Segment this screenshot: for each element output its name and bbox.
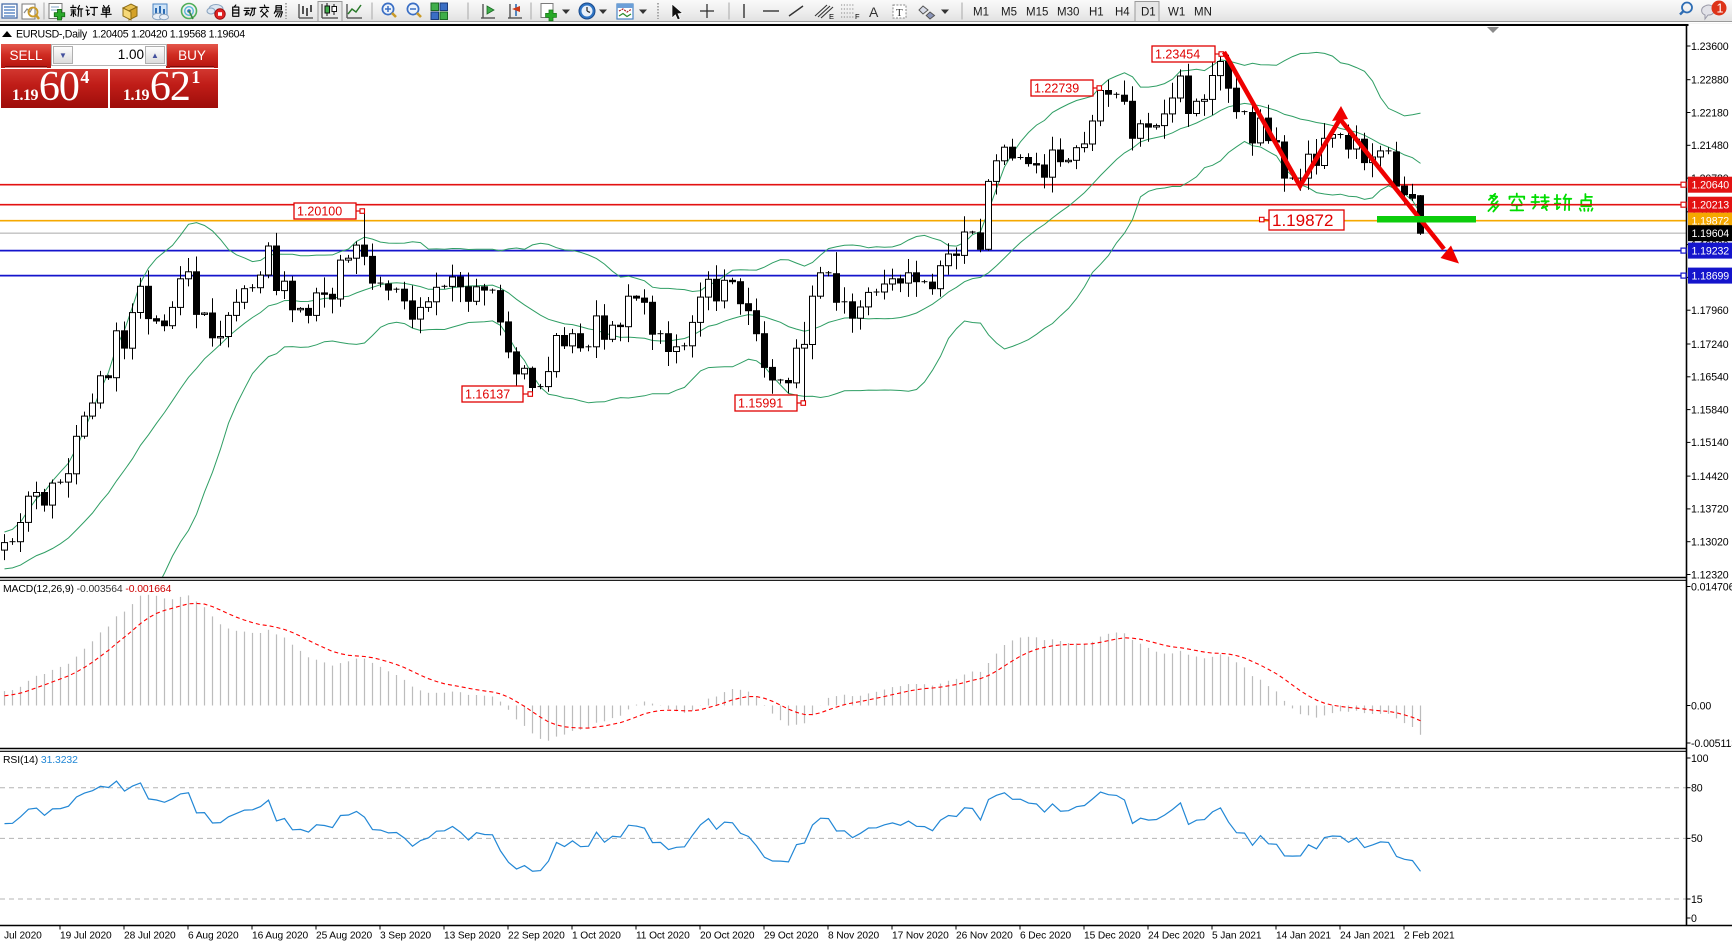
svg-text:8 Nov 2020: 8 Nov 2020: [828, 931, 880, 942]
svg-text:0.00: 0.00: [1691, 700, 1711, 712]
svg-text:13 Sep 2020: 13 Sep 2020: [444, 931, 501, 942]
svg-text:2 Feb 2021: 2 Feb 2021: [1404, 931, 1455, 942]
svg-text:-0.005113: -0.005113: [1691, 738, 1732, 750]
svg-text:H4: H4: [1115, 7, 1130, 19]
svg-text:11 Oct 2020: 11 Oct 2020: [636, 931, 690, 942]
svg-text:W1: W1: [1168, 7, 1185, 19]
svg-text:1.17240: 1.17240: [1691, 339, 1729, 351]
svg-text:A: A: [869, 4, 879, 20]
svg-text:1.22180: 1.22180: [1691, 107, 1729, 119]
svg-text:25 Aug 2020: 25 Aug 2020: [316, 931, 373, 942]
svg-text:80: 80: [1691, 783, 1703, 795]
svg-text:14 Jan 2021: 14 Jan 2021: [1276, 931, 1331, 942]
svg-text:1: 1: [1717, 2, 1724, 16]
svg-text:1.17960: 1.17960: [1691, 305, 1729, 317]
svg-text:1.19604: 1.19604: [1692, 228, 1730, 240]
svg-text:MN: MN: [1194, 7, 1212, 19]
svg-text:15: 15: [1691, 894, 1703, 906]
svg-text:M15: M15: [1026, 7, 1048, 19]
svg-text:19 Jul 2020: 19 Jul 2020: [60, 931, 112, 942]
svg-text:24 Dec 2020: 24 Dec 2020: [1148, 931, 1205, 942]
svg-text:1.19232: 1.19232: [1692, 246, 1730, 258]
svg-text:E: E: [829, 12, 834, 21]
svg-text:1.13720: 1.13720: [1691, 504, 1729, 516]
svg-text:1.16540: 1.16540: [1691, 372, 1729, 384]
svg-text:0: 0: [1691, 913, 1697, 925]
svg-text:1.20640: 1.20640: [1692, 180, 1730, 192]
svg-text:28 Jul 2020: 28 Jul 2020: [124, 931, 176, 942]
svg-text:0.014706: 0.014706: [1691, 581, 1732, 593]
svg-text:M1: M1: [973, 7, 989, 19]
svg-text:1.21480: 1.21480: [1691, 140, 1729, 152]
svg-text:22 Sep 2020: 22 Sep 2020: [508, 931, 565, 942]
svg-text:50: 50: [1691, 833, 1703, 845]
svg-text:1.20100: 1.20100: [297, 205, 342, 219]
svg-text:T: T: [896, 7, 903, 19]
svg-text:M5: M5: [1001, 7, 1017, 19]
svg-text:3 Sep 2020: 3 Sep 2020: [380, 931, 432, 942]
svg-text:1.19872: 1.19872: [1692, 216, 1730, 228]
svg-text:1.20213: 1.20213: [1692, 200, 1730, 212]
svg-text:15 Dec 2020: 15 Dec 2020: [1084, 931, 1141, 942]
svg-text:16 Aug 2020: 16 Aug 2020: [252, 931, 309, 942]
svg-text:1.18699: 1.18699: [1692, 271, 1730, 283]
svg-text:1.22739: 1.22739: [1034, 82, 1079, 96]
svg-text:24 Jan 2021: 24 Jan 2021: [1340, 931, 1395, 942]
svg-text:EURUSD-,Daily 1.20405 1.20420: EURUSD-,Daily 1.20405 1.20420 1.19568 1.…: [16, 29, 245, 41]
svg-text:1.12320: 1.12320: [1691, 569, 1729, 581]
svg-text:1.23600: 1.23600: [1691, 41, 1729, 53]
svg-text:26 Nov 2020: 26 Nov 2020: [956, 931, 1013, 942]
svg-text:Jul 2020: Jul 2020: [4, 931, 42, 942]
svg-text:RSI(14) 31.3232: RSI(14) 31.3232: [3, 755, 78, 766]
svg-text:1.13020: 1.13020: [1691, 537, 1729, 549]
svg-text:1 Oct 2020: 1 Oct 2020: [572, 931, 621, 942]
svg-text:5 Jan 2021: 5 Jan 2021: [1212, 931, 1262, 942]
svg-text:D1: D1: [1141, 7, 1156, 19]
svg-text:H1: H1: [1089, 7, 1104, 19]
svg-text:1.19872: 1.19872: [1272, 211, 1333, 230]
svg-text:1.15840: 1.15840: [1691, 404, 1729, 416]
svg-text:1.16137: 1.16137: [465, 388, 510, 402]
svg-text:1.14420: 1.14420: [1691, 471, 1729, 483]
svg-text:6 Aug 2020: 6 Aug 2020: [188, 931, 239, 942]
svg-text:29 Oct 2020: 29 Oct 2020: [764, 931, 819, 942]
svg-text:1.23454: 1.23454: [1155, 48, 1200, 62]
svg-text:17 Nov 2020: 17 Nov 2020: [892, 931, 949, 942]
svg-text:6 Dec 2020: 6 Dec 2020: [1020, 931, 1072, 942]
svg-text:100: 100: [1691, 753, 1709, 765]
svg-text:20 Oct 2020: 20 Oct 2020: [700, 931, 755, 942]
svg-text:1.15991: 1.15991: [738, 397, 783, 411]
svg-text:MACD(12,26,9) -0.003564 -0.001: MACD(12,26,9) -0.003564 -0.001664: [3, 584, 172, 595]
svg-text:F: F: [855, 12, 860, 21]
svg-text:1.15140: 1.15140: [1691, 437, 1729, 449]
svg-text:M30: M30: [1057, 7, 1079, 19]
svg-text:1.22880: 1.22880: [1691, 75, 1729, 87]
